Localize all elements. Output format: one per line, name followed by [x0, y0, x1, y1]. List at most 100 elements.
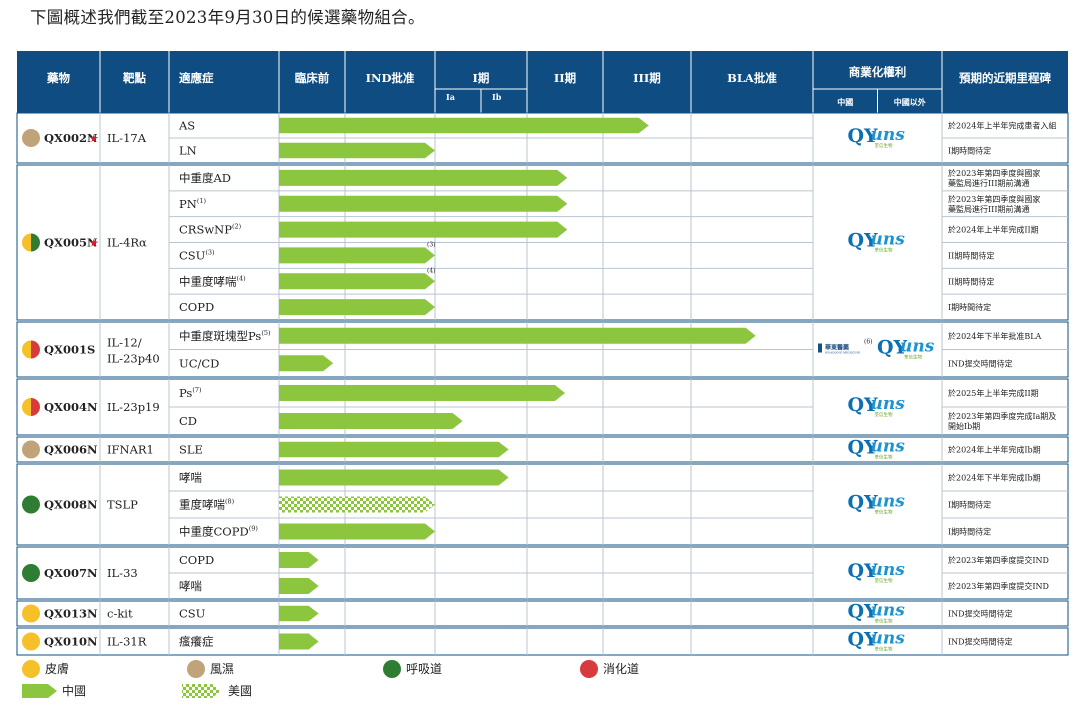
milestone-text: II期時間待定 [948, 250, 994, 260]
logo-uns: uns [871, 601, 906, 621]
bar-china [279, 169, 568, 186]
header-outside-china: 中國以外 [894, 97, 926, 107]
logo-uns: uns [900, 337, 935, 357]
indication-text: UC/CD [179, 356, 219, 370]
indication-footnote: (9) [249, 525, 259, 533]
indication-text: 哮喘 [179, 579, 202, 593]
indication-label: UC/CD [179, 356, 219, 370]
disease-dot-resp [22, 495, 40, 514]
milestone-text: 於2024年上半年完成Ib期 [948, 445, 1041, 455]
indication-label: Ps(7) [179, 386, 202, 400]
indication-text: 中重度哮喘 [179, 274, 237, 288]
target: IL-23p19 [107, 400, 160, 414]
target: IL-33 [107, 566, 138, 580]
milestone-text: II期時間待定 [948, 276, 994, 286]
milestone-text: 於2023年第四季度與國家 [948, 168, 1040, 178]
logo-qy: QY [848, 394, 879, 416]
indication-footnote: (2) [232, 223, 242, 231]
bar-china [279, 413, 463, 429]
legend-dot-rheum [187, 660, 205, 678]
group-box [16, 463, 1069, 546]
header-commercial: 商業化權利 [849, 65, 907, 79]
bar-footnote: (3) [427, 241, 436, 248]
legend-dot-digest [580, 660, 598, 678]
indication-label: 中重度斑塊型Ps(5) [179, 329, 271, 343]
bar-china [279, 299, 435, 316]
disease-dot [22, 604, 40, 623]
bar-china [279, 552, 319, 568]
header-bla: BLA批准 [727, 71, 777, 85]
group-box [16, 600, 1069, 627]
disease-dot-skin [22, 233, 31, 252]
bar-china [279, 633, 319, 650]
disease-dot [22, 233, 40, 252]
indication-footnote: (8) [225, 498, 235, 506]
indication-text: COPD [179, 300, 214, 314]
indication-label: 瘙癢症 [179, 635, 214, 649]
indication-footnote: (4) [237, 274, 247, 282]
bar-china [279, 523, 435, 540]
indication-text: 中重度AD [179, 171, 231, 185]
logo-qy: QY [877, 337, 908, 359]
logo-subtitle: 荃信生物 [875, 411, 893, 418]
partner-logo-mark [818, 343, 822, 353]
bar-china [279, 578, 319, 594]
bar-china [279, 327, 756, 344]
indication-label: COPD [179, 553, 214, 567]
indication-label: 哮喘 [179, 471, 202, 485]
header-indication: 適應症 [179, 71, 214, 85]
indication-text: CD [179, 414, 197, 428]
logo-subtitle: 荃信生物 [875, 618, 893, 625]
indication-text: 中重度斑塊型Ps [179, 329, 261, 343]
target: IL-31R [107, 635, 147, 649]
disease-dot [22, 398, 40, 416]
logo-qy: QY [848, 629, 879, 651]
legend-resp: 呼吸道 [406, 662, 442, 676]
logo-qy: QY [848, 437, 879, 459]
header-milestone: 預期的近期里程碑 [959, 71, 1051, 85]
target: IL-4Rα [107, 236, 147, 250]
bar-us [279, 496, 435, 513]
bar-china [279, 441, 509, 458]
header-target: 靶點 [123, 71, 146, 85]
logo-subtitle: 荃信生物 [875, 646, 893, 653]
bar-china [279, 247, 435, 264]
bar-footnote: (4) [427, 267, 436, 274]
logo-uns: uns [871, 560, 906, 580]
milestone-text: I期時間待定 [948, 146, 991, 156]
indication-label: 中重度哮喘(4) [179, 274, 246, 288]
milestone-text: IND提交時間待定 [948, 637, 1013, 647]
indication-footnote: (7) [192, 386, 202, 394]
milestone-text: 於2024年下半年批准BLA [948, 331, 1042, 341]
logo-qy: QY [848, 230, 879, 252]
legend-digest: 消化道 [603, 662, 639, 676]
legend-dot-resp [383, 660, 401, 678]
drug-name: QX010N [44, 635, 98, 649]
bar-china [279, 195, 568, 212]
partner-logo-text: 華東醫藥 [825, 344, 850, 352]
indication-text: CSU [179, 248, 206, 262]
indication-label: CRSwNP(2) [179, 223, 242, 237]
header-phase1: I期 [473, 71, 490, 85]
drug-name: QX002N [44, 131, 98, 145]
bar-china [279, 117, 649, 134]
milestone-text: 於2024年上半年完成II期 [948, 225, 1039, 235]
indication-text: LN [179, 144, 197, 158]
target: IL-23p40 [107, 352, 160, 366]
logo-qy: QY [848, 125, 879, 147]
indication-label: PN(1) [179, 197, 206, 211]
disease-dot-rheum [22, 129, 40, 147]
disease-dot-digest [31, 340, 40, 359]
header-ind: IND批准 [366, 71, 415, 85]
milestone-text: IND提交時間待定 [948, 609, 1013, 619]
disease-dot-rheum [22, 440, 40, 459]
bar-china [279, 273, 435, 290]
logo-subtitle: 荃信生物 [875, 454, 893, 461]
legend-rheum: 風濕 [210, 662, 234, 676]
legend-china: 中國 [62, 683, 86, 698]
